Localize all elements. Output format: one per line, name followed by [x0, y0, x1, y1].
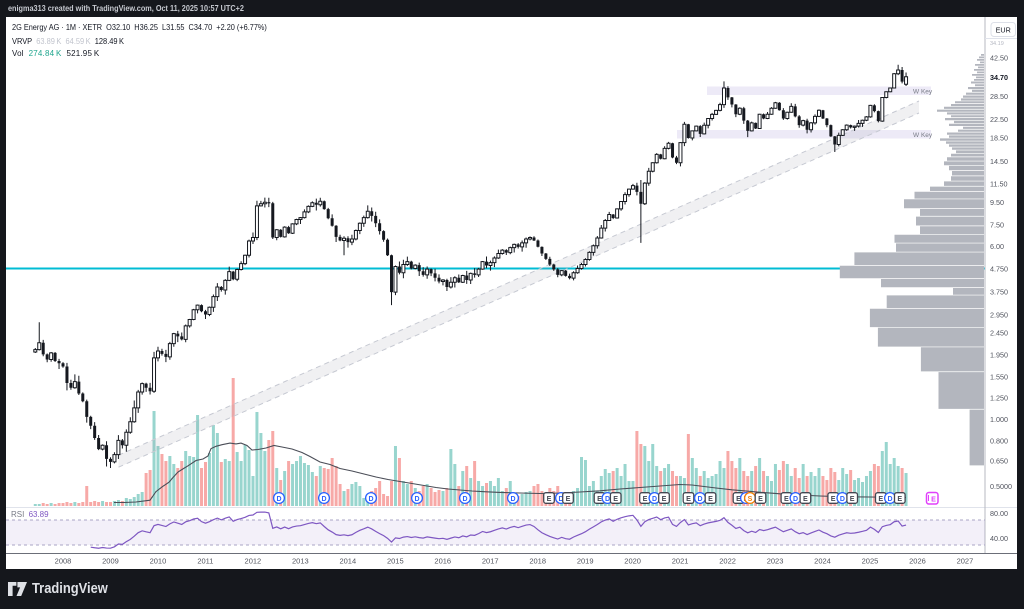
svg-text:2008: 2008 [55, 557, 72, 566]
svg-text:E: E [784, 494, 789, 503]
svg-text:2.950: 2.950 [990, 311, 1008, 320]
svg-text:2012: 2012 [245, 557, 262, 566]
svg-text:E: E [566, 494, 571, 503]
svg-text:D: D [510, 496, 515, 503]
svg-text:D: D [321, 496, 326, 503]
svg-text:2025: 2025 [862, 557, 879, 566]
svg-text:2015: 2015 [387, 557, 404, 566]
svg-text:3.750: 3.750 [990, 288, 1008, 297]
svg-text:D: D [697, 496, 702, 503]
svg-text:E: E [708, 494, 713, 503]
svg-text:D: D [368, 496, 373, 503]
svg-text:W Key: W Key [913, 89, 933, 96]
svg-text:2027: 2027 [957, 557, 974, 566]
svg-text:0.650: 0.650 [990, 457, 1008, 466]
svg-text:E: E [686, 494, 691, 503]
svg-text:2013: 2013 [292, 557, 309, 566]
svg-text:W Key: W Key [913, 132, 933, 139]
svg-text:E: E [831, 494, 836, 503]
svg-text:D: D [414, 496, 419, 503]
svg-text:34.70: 34.70 [990, 73, 1008, 82]
svg-text:11.50: 11.50 [990, 179, 1007, 188]
svg-text:RSI 63.89: RSI 63.89 [11, 510, 49, 519]
svg-text:2016: 2016 [434, 557, 451, 566]
svg-text:7.50: 7.50 [990, 221, 1004, 230]
svg-text:E: E [897, 494, 902, 503]
svg-text:S: S [748, 496, 753, 503]
svg-text:E: E [662, 494, 667, 503]
svg-text:14.50: 14.50 [990, 157, 1008, 166]
svg-text:2018: 2018 [529, 557, 546, 566]
svg-text:1.000: 1.000 [990, 415, 1008, 424]
svg-text:0.5000: 0.5000 [990, 482, 1012, 491]
svg-text:9.50: 9.50 [990, 198, 1004, 207]
svg-text:D: D [840, 496, 845, 503]
svg-text:D: D [887, 496, 892, 503]
svg-text:42.50: 42.50 [990, 53, 1008, 62]
svg-text:E: E [803, 494, 808, 503]
svg-text:34.19: 34.19 [990, 41, 1004, 47]
svg-text:D: D [605, 496, 610, 503]
svg-text:E: E [643, 494, 648, 503]
svg-text:EUR: EUR [996, 26, 1011, 35]
svg-text:40.00: 40.00 [990, 534, 1008, 543]
svg-text:E: E [758, 494, 763, 503]
svg-text:22.50: 22.50 [990, 115, 1008, 124]
svg-text:6.00: 6.00 [990, 242, 1004, 251]
svg-text:1.550: 1.550 [990, 373, 1008, 382]
svg-text:E: E [878, 494, 883, 503]
svg-text:1.250: 1.250 [990, 393, 1008, 402]
svg-text:D: D [793, 496, 798, 503]
svg-text:28.50: 28.50 [990, 92, 1008, 101]
svg-text:D: D [462, 496, 467, 503]
svg-text:2009: 2009 [102, 557, 119, 566]
svg-text:2026: 2026 [909, 557, 926, 566]
svg-text:80.00: 80.00 [990, 509, 1008, 518]
svg-text:1.950: 1.950 [990, 351, 1008, 360]
svg-text:0.800: 0.800 [990, 437, 1008, 446]
svg-text:E: E [613, 494, 618, 503]
svg-text:E: E [850, 494, 855, 503]
svg-text:E: E [547, 494, 552, 503]
svg-text:2020: 2020 [624, 557, 641, 566]
svg-text:2010: 2010 [150, 557, 167, 566]
svg-text:E: E [736, 494, 741, 503]
svg-text:2023: 2023 [767, 557, 784, 566]
svg-text:2019: 2019 [577, 557, 594, 566]
svg-text:2021: 2021 [672, 557, 689, 566]
svg-text:2014: 2014 [339, 557, 356, 566]
svg-text:D: D [558, 496, 563, 503]
svg-text:2024: 2024 [814, 557, 831, 566]
svg-text:2.450: 2.450 [990, 329, 1008, 338]
svg-text:D: D [276, 496, 281, 503]
svg-text:2011: 2011 [197, 557, 213, 566]
svg-text:18.50: 18.50 [990, 134, 1008, 143]
svg-text:2022: 2022 [719, 557, 736, 566]
svg-text:4.750: 4.750 [990, 265, 1008, 274]
svg-text:E: E [931, 494, 936, 503]
svg-text:E: E [597, 494, 602, 503]
svg-text:2017: 2017 [482, 557, 499, 566]
svg-text:D: D [652, 496, 657, 503]
